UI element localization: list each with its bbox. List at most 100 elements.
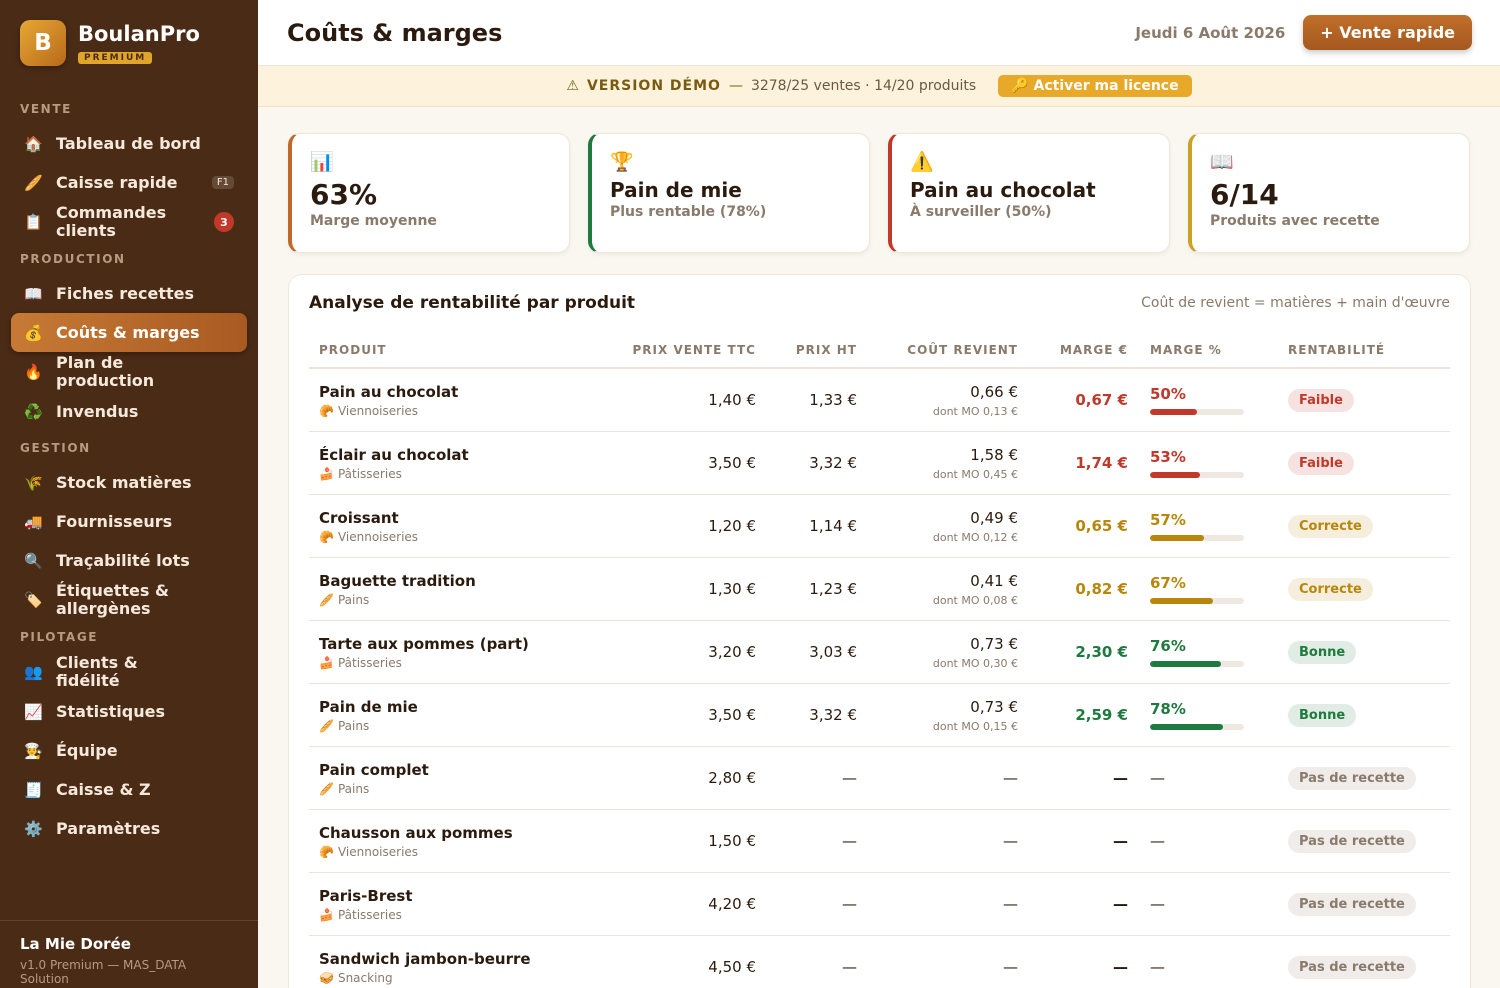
product-cell: Pain complet 🥖 Pains	[309, 761, 609, 796]
category: 🥐 Viennoiseries	[319, 530, 609, 544]
nav-label: Invendus	[56, 401, 139, 421]
category-icon: 🍰	[319, 466, 334, 481]
product-name: Pain au chocolat	[319, 382, 459, 401]
nav-item[interactable]: 💰 Coûts & marges	[11, 313, 247, 352]
nav-item[interactable]: 🔍 Traçabilité lots	[11, 541, 247, 580]
panel-header: Analyse de rentabilité par produit Coût d…	[309, 291, 1450, 315]
rating-badge: Pas de recette	[1288, 766, 1416, 790]
margin-bar-track	[1150, 535, 1244, 541]
category-icon: 🥐	[319, 844, 334, 859]
section-title: PILOTAGE	[20, 630, 99, 644]
price-ttc: 1,40 €	[708, 391, 756, 409]
nav-item[interactable]: 🏠 Tableau de bord	[11, 124, 247, 163]
kpi-card: 🏆 Pain de mie Plus rentable (78%)	[588, 133, 870, 253]
price-ttc: 2,80 €	[708, 769, 756, 787]
section-title: PRODUCTION	[20, 252, 126, 266]
nav-item[interactable]: ⚙️ Paramètres	[11, 809, 247, 848]
product-name: Sandwich jambon-beurre	[319, 949, 531, 968]
table-row: Pain au chocolat 🥐 Viennoiseries 1,40 € 1,33…	[309, 369, 1450, 432]
margin-pct: —	[1150, 769, 1165, 787]
table-row: Sandwich jambon-beurre 🥪 Snacking 4,50 € — — —…	[309, 936, 1450, 988]
nav-item[interactable]: 🧾 Caisse & Z	[11, 770, 247, 809]
cost: 1,58 €	[970, 445, 1018, 464]
nav-item[interactable]: 📖 Fiches recettes	[11, 274, 247, 313]
rating-cell: Faible	[1266, 388, 1450, 412]
product-name: Tarte aux pommes (part)	[319, 634, 529, 653]
labor-cost: dont MO 0,08 €	[932, 593, 1018, 607]
nav-item[interactable]: 🌾 Stock matières	[11, 463, 247, 502]
nav-label: Fournisseurs	[56, 511, 173, 531]
price-ttc: 3,50 €	[708, 706, 756, 724]
rating-badge: Correcte	[1288, 577, 1373, 601]
nav-icon: 👥	[24, 663, 43, 681]
category: 🍰 Pâtisseries	[319, 656, 609, 670]
category-name: Viennoiseries	[337, 844, 419, 859]
brand-title: BoulanPro	[78, 21, 200, 46]
labor-cost: dont MO 0,12 €	[932, 530, 1018, 544]
category-name: Viennoiseries	[337, 403, 419, 418]
margin-pct: 50%	[1150, 385, 1186, 403]
product-name: Pain complet	[319, 760, 429, 779]
cost: 0,41 €	[970, 571, 1018, 590]
margin-bar	[1150, 598, 1213, 604]
nav-item[interactable]: 🔥 Plan de production	[11, 352, 247, 392]
table-row: Pain complet 🥖 Pains 2,80 € — — — — Pas de recet…	[309, 747, 1450, 810]
column-header: MARGE %	[1150, 343, 1222, 357]
category-icon: 🥖	[319, 592, 334, 607]
product-cell: Chausson aux pommes 🥐 Viennoiseries	[309, 824, 609, 859]
price-ttc: 1,50 €	[708, 832, 756, 850]
kpi-label: Marge moyenne	[310, 213, 437, 229]
nav-item[interactable]: 📋 Commandes clients 3	[11, 202, 247, 242]
kpi-value: 63%	[310, 178, 378, 211]
price-ht: —	[842, 958, 857, 976]
kpi-icon: 🏆	[610, 151, 634, 173]
price-ht: 1,33 €	[809, 391, 857, 409]
category-icon: 🍰	[319, 655, 334, 670]
nav-icon: 💰	[24, 323, 43, 342]
margin: —	[1113, 958, 1128, 976]
margin: —	[1113, 769, 1128, 787]
product-cell: Baguette tradition 🥖 Pains	[309, 572, 609, 607]
nav-item[interactable]: 🥖 Caisse rapide F1	[11, 163, 247, 202]
separator: —	[728, 78, 743, 94]
nav-item[interactable]: 🚚 Fournisseurs	[11, 502, 247, 541]
category-icon: 🍰	[319, 907, 334, 922]
usage: 3278/25 ventes · 14/20 produits	[750, 78, 977, 94]
price-ht: —	[842, 832, 857, 850]
nav-item[interactable]: ♻️ Invendus	[11, 392, 247, 431]
price-ht: 1,14 €	[809, 517, 857, 535]
rating-cell: Correcte	[1266, 514, 1450, 538]
category: 🥖 Pains	[319, 593, 609, 607]
brand: B BoulanPro PREMIUM	[20, 20, 200, 66]
kpi-value: 6/14	[1210, 178, 1279, 211]
nav-icon: 📈	[24, 702, 43, 721]
rating-cell: Faible	[1266, 451, 1450, 475]
margin: —	[1113, 895, 1128, 913]
profitability-panel: Analyse de rentabilité par produit Coût d…	[288, 274, 1471, 988]
license-button[interactable]: 🔑 Activer ma licence	[998, 75, 1192, 97]
kpi-card: 📊 63% Marge moyenne	[288, 133, 570, 253]
product-cell: Tarte aux pommes (part) 🍰 Pâtisseries	[309, 635, 609, 670]
quick-sale-button[interactable]: + Vente rapide	[1303, 15, 1472, 50]
table-row: Éclair au chocolat 🍰 Pâtisseries 3,50 € 3,32…	[309, 432, 1450, 495]
table-header: PRODUIT PRIX VENTE TTC PRIX HT COÛT REVIENT…	[309, 315, 1450, 369]
rating-cell: Bonne	[1266, 640, 1450, 664]
nav-label: Clients & fidélité	[56, 653, 138, 690]
column-header: PRODUIT	[319, 343, 387, 357]
price-ttc: 1,20 €	[708, 517, 756, 535]
nav-item[interactable]: 🧑‍🍳 Équipe	[11, 731, 247, 770]
sidebar-footer: La Mie Dorée v1.0 Premium — MAS_DATA Solu…	[0, 920, 258, 988]
cost: 0,66 €	[970, 382, 1018, 401]
nav-icon: 🧑‍🍳	[24, 741, 43, 760]
category: 🥐 Viennoiseries	[319, 404, 609, 418]
labor-cost: dont MO 0,45 €	[932, 467, 1018, 481]
nav-item[interactable]: 🏷️ Étiquettes & allergènes	[11, 580, 247, 620]
margin-pct: 57%	[1150, 511, 1186, 529]
table-row: Chausson aux pommes 🥐 Viennoiseries 1,50 € —…	[309, 810, 1450, 873]
cost-cell: 0,66 € dont MO 0,13 €	[857, 383, 1018, 418]
price-ht: 3,32 €	[809, 454, 857, 472]
nav-item[interactable]: 👥 Clients & fidélité	[11, 652, 247, 692]
column-header: PRIX VENTE TTC	[632, 343, 756, 357]
rating-cell: Pas de recette	[1266, 892, 1450, 916]
nav-item[interactable]: 📈 Statistiques	[11, 692, 247, 731]
